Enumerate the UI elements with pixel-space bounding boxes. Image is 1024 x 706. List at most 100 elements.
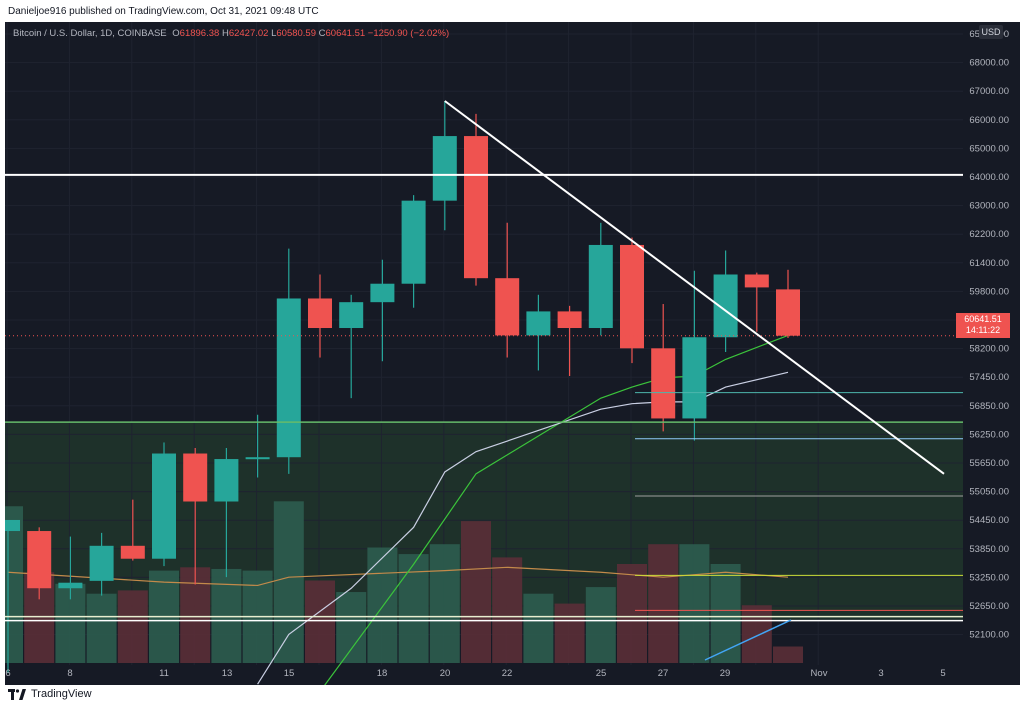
volume-bar [86,593,117,663]
low-value: 60580.59 [276,28,316,39]
price-tick-label: 55650.00 [969,458,1009,469]
candle-body [245,457,270,460]
price-tick-label: 61400.00 [969,258,1009,269]
candle-body [713,274,738,338]
volume-bar [554,603,585,663]
candle-body [183,453,208,502]
volume-bar [773,646,803,663]
volume-bar [492,557,523,663]
publish-info: Danieljoe916 published on TradingView.co… [8,6,319,17]
time-tick-label: 13 [222,668,233,679]
currency-button[interactable]: USD [979,25,1003,39]
publish-header: Danieljoe916 published on TradingView.co… [0,0,1024,24]
candle-body [27,531,52,589]
time-tick-label: 8 [67,668,72,679]
candle-body [464,136,488,279]
volume-bar [585,587,616,663]
candle-body [89,545,114,581]
price-tick-label: 63000.00 [969,201,1009,212]
volume-bar [305,580,335,663]
candle-body [370,283,395,303]
candle-body [308,298,332,329]
price-tick-label: 57450.00 [969,372,1009,383]
candle-body [620,244,644,349]
close-value: 60641.51 [325,28,366,39]
price-tick-label: 62200.00 [969,229,1009,240]
volume-bar [367,547,398,663]
time-tick-label: 22 [502,668,513,679]
volume-bar [523,593,554,663]
candle-body [744,274,769,288]
last-price-badge: 60641.51 14:11:22 [956,313,1010,338]
price-axis: 65950.0068000.0067000.0066000.0065000.00… [963,22,1020,665]
price-tick-label: 52650.00 [969,601,1009,612]
volume-bar [741,605,772,663]
volume-bar [648,544,679,663]
price-axis-background [963,22,1020,665]
candle-body [651,348,676,419]
candle-body [557,311,582,329]
volume-bar [273,501,304,663]
candle-body [588,244,613,329]
price-tick-label: 55050.00 [969,487,1009,498]
currency-label: USD [981,27,1001,37]
volume-bar [398,554,429,663]
candle-body [276,298,301,458]
brand-name: TradingView [31,688,92,700]
close-label: C [318,28,326,39]
time-axis: 6 8 11 13 15 18 20 22 25 27 29 Nov 3 5 [5,668,945,679]
price-tick-label: 56250.00 [969,429,1009,440]
candlestick-chart[interactable]: 65950.0068000.0067000.0066000.0065000.00… [5,22,1020,685]
tradingview-logo[interactable]: TradingView [8,688,92,700]
price-tick-label: 64000.00 [969,172,1009,183]
candle-body [339,302,364,329]
time-tick-label: 27 [658,668,669,679]
price-tick-label: 54450.00 [969,515,1009,526]
candle-body [526,311,551,336]
candle-body [682,337,707,419]
bar-countdown: 14:11:22 [965,325,1001,335]
time-tick-label: 5 [940,668,945,679]
tradingview-logo-icon [8,688,26,700]
time-tick-label: Nov [811,668,828,679]
legend-header: Bitcoin / U.S. Dollar, 1D, COINBASE O618… [13,28,449,39]
volume-bar [617,564,647,663]
price-tick-label: 52100.00 [969,630,1009,641]
candle-body [58,582,83,589]
price-tick-label: 53850.00 [969,544,1009,555]
chart-pane[interactable]: 65950.0068000.0067000.0066000.0065000.00… [5,22,1020,685]
volume-bar [336,592,367,663]
high-label: H [221,28,229,39]
last-price: 60641.51 [964,314,1002,324]
time-tick-label: 15 [284,668,295,679]
trendline [444,100,945,475]
time-tick-label: 6 [5,668,10,679]
price-tick-label: 58200.00 [969,344,1009,355]
time-tick-label: 11 [159,668,169,679]
volume-bar [429,544,460,663]
symbol-label: Bitcoin / U.S. Dollar, 1D, COINBASE [13,28,167,39]
candle-body [401,200,426,284]
change-value: −1250.90 (−2.02%) [367,28,450,39]
candle-body [5,519,20,532]
volume-ma-line [7,566,789,587]
candle-body [495,278,520,336]
open-value: 61896.38 [179,28,220,39]
candle-body [214,459,239,502]
drawings-layer [5,100,963,661]
volume-trend-ray [704,619,792,661]
footer: TradingView [0,685,1024,706]
candle-body [152,453,176,559]
candle-body [432,136,457,201]
volume-bar [461,521,491,663]
candle-body [120,545,145,559]
high-value: 62427.02 [228,28,269,39]
price-tick-label: 53250.00 [969,572,1009,583]
ema-short-line [324,334,789,685]
time-tick-label: 25 [596,668,607,679]
price-tick-label: 59800.00 [969,286,1009,297]
candle-body [776,289,800,336]
volume-bar [710,564,741,663]
volume-bar [117,590,148,663]
low-label: L [271,28,277,39]
